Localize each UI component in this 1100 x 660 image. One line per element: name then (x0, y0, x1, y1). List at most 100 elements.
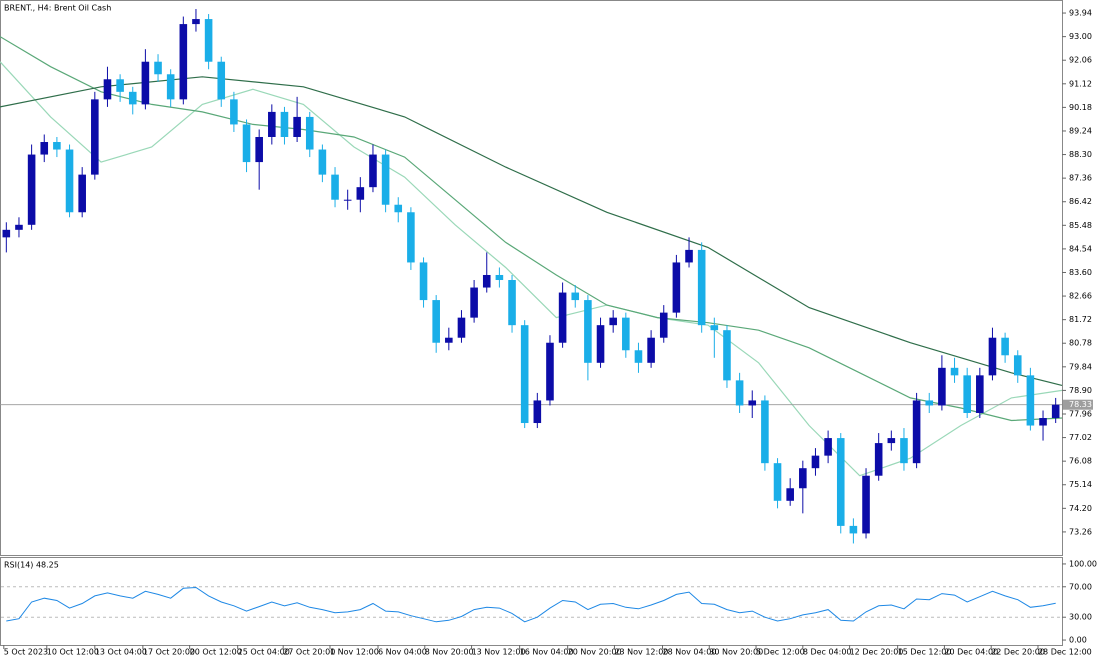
candle-body (912, 400, 921, 464)
y-tick-label: 90.18 (1069, 103, 1092, 112)
candle-body (874, 443, 883, 476)
candle-body (963, 375, 971, 413)
candle-body (849, 525, 858, 534)
candle-body (748, 400, 757, 406)
candle-body (15, 224, 23, 230)
y-tick-label: 89.24 (1069, 126, 1092, 135)
candle-body (609, 317, 617, 326)
x-tick-label: 23 Nov 12:00 (614, 648, 668, 657)
candle-body (482, 274, 491, 288)
price-panel (0, 0, 1063, 556)
x-tick-label: 8 Nov 20:00 (425, 648, 474, 657)
y-tick-label: 77.02 (1069, 433, 1092, 442)
y-tick-label: 77.96 (1069, 409, 1092, 418)
x-tick-label: 13 Oct 04:00 (95, 648, 147, 657)
candle-body (1051, 404, 1060, 419)
candle-body (1001, 337, 1009, 356)
x-tick-label: 17 Oct 20:00 (143, 648, 195, 657)
candle-body (571, 292, 580, 301)
candle-body (457, 317, 466, 338)
candle-body (546, 342, 554, 401)
candle-body (331, 174, 339, 200)
x-tick-label: 27 Oct 20:00 (283, 648, 335, 657)
candle-body (179, 24, 188, 100)
candle-body (697, 249, 706, 326)
candle-body (811, 455, 820, 469)
x-tick-label: 10 Oct 12:00 (47, 648, 99, 657)
y-tick-label: 74.20 (1069, 504, 1092, 513)
x-tick-label: 22 Dec 20:00 (991, 648, 1045, 657)
candle-body (735, 380, 744, 406)
y-tick-label: 80.78 (1069, 339, 1092, 348)
x-tick-label: 12 Dec 20:00 (850, 648, 904, 657)
x-tick-label: 15 Dec 12:00 (898, 648, 952, 657)
y-tick-label: 76.08 (1069, 457, 1092, 466)
candle-body (470, 287, 478, 318)
candle-body (596, 325, 605, 363)
candle-body (40, 142, 49, 155)
candle-body (356, 187, 365, 200)
candle-body (280, 111, 289, 137)
candle-body (988, 337, 997, 376)
x-tick-label: 20 Dec 04:00 (944, 648, 998, 657)
candle-body (432, 300, 440, 343)
candle-body (495, 274, 504, 281)
candle-body (584, 300, 592, 363)
candle-body (343, 199, 352, 201)
x-tick-label: 28 Nov 04:00 (662, 648, 716, 657)
x-tick-label: 1 Nov 12:00 (330, 648, 379, 657)
rsi-panel (0, 557, 1063, 646)
y-tick-label: 0.00 (1069, 636, 1087, 645)
y-tick-label: 88.30 (1069, 150, 1092, 159)
rsi-title: RSI(14) 48.25 (4, 561, 59, 570)
candle-body (381, 154, 390, 205)
rsi-line (6, 586, 1056, 623)
candle-body (824, 438, 832, 456)
candle-body (533, 400, 542, 424)
candle-body (242, 124, 251, 163)
x-tick-label: 20 Nov 20:00 (568, 648, 622, 657)
y-tick-label: 83.60 (1069, 268, 1092, 277)
last-price-tag (1063, 399, 1093, 410)
candle-body (634, 350, 643, 363)
candle-body (558, 292, 567, 343)
y-tick-label: 84.54 (1069, 244, 1092, 253)
candle-body (128, 91, 137, 105)
candle-body (192, 19, 200, 25)
candle-body (103, 79, 112, 100)
candle-body (318, 149, 327, 175)
x-tick-label: 25 Oct 04:00 (238, 648, 290, 657)
moving-average (0, 61, 1063, 477)
candle-body (154, 61, 162, 75)
candle-body (925, 400, 934, 406)
y-tick-label: 93.94 (1069, 9, 1092, 18)
candle-body (761, 400, 769, 464)
candle-body (672, 262, 681, 313)
y-tick-label: 30.00 (1069, 613, 1092, 622)
candle-body (1026, 375, 1035, 426)
candle-body (622, 317, 630, 351)
candle-body (53, 142, 61, 150)
moving-average (0, 36, 1063, 422)
candle-body (217, 61, 226, 100)
x-tick-label: 8 Dec 04:00 (803, 648, 852, 657)
candle-body (836, 438, 845, 526)
candle-body (1013, 355, 1022, 376)
candle-body (659, 312, 668, 338)
candle-body (520, 325, 529, 424)
y-tick-label: 91.12 (1069, 79, 1092, 88)
candle-body (950, 367, 959, 376)
candle-body (141, 61, 150, 105)
candle-body (685, 249, 693, 263)
candle-body (1039, 418, 1047, 426)
candle-body (710, 325, 719, 331)
y-tick-label: 75.14 (1069, 480, 1092, 489)
candle-body (799, 468, 807, 489)
candle-body (786, 488, 794, 501)
candle-body (268, 111, 276, 137)
candle-body (938, 367, 946, 406)
candle-body (2, 229, 11, 238)
candle-body (78, 174, 86, 213)
y-tick-label: 82.66 (1069, 292, 1092, 301)
y-tick-label: 70.00 (1069, 582, 1092, 591)
